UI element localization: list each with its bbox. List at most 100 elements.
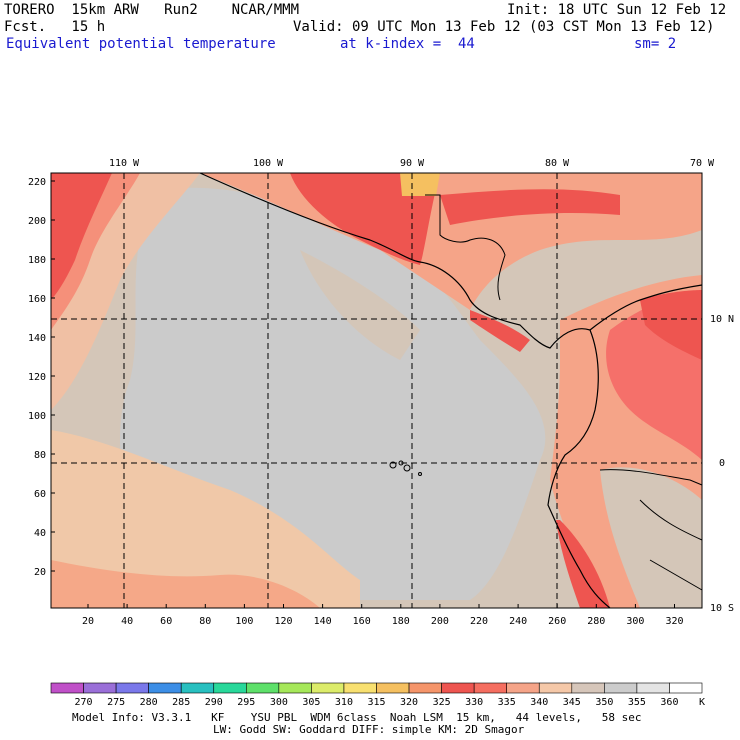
colorbar — [50, 682, 703, 694]
colorbar-label: 270 — [75, 697, 93, 708]
x-tick-label: 20 — [82, 616, 94, 627]
colorbar-swatch — [604, 682, 638, 694]
colorbar-label: 315 — [367, 697, 385, 708]
colorbar-swatch — [246, 682, 280, 694]
y-axis-ticks: 220 200 180 160 140 120 100 80 60 40 20 — [28, 177, 55, 578]
amazon-moderate — [600, 467, 702, 608]
x-tick-label: 220 — [470, 616, 488, 627]
southwest-warm-region — [51, 430, 360, 608]
colorbar-label: 285 — [172, 697, 190, 708]
model-info-line: Model Info: V3.3.1 KF YSU PBL WDM 6class… — [72, 711, 642, 724]
colorbar-label: 340 — [530, 697, 548, 708]
southwest-warmer-region — [51, 560, 320, 608]
y-tick-label: 200 — [28, 216, 46, 227]
colorbar-swatch — [473, 682, 507, 694]
venezuela-core — [640, 290, 702, 360]
x-tick-label: 100 — [235, 616, 253, 627]
y-tick-label: 100 — [28, 411, 46, 422]
northwest-core-region — [51, 173, 112, 300]
latitude-label: 0 — [719, 458, 725, 469]
valid-time: Valid: 09 UTC Mon 13 Feb 12 (03 CST Mon … — [293, 19, 715, 35]
longitude-label: 90 W — [400, 158, 425, 169]
colorbar-label: 275 — [107, 697, 125, 708]
colorbar-label: 325 — [433, 697, 451, 708]
colorbar-label: 300 — [270, 697, 288, 708]
colorbar-labels: 270 275 280 285 290 295 300 305 310 315 320 325 330 3… — [75, 697, 705, 708]
colorbar-label: 345 — [563, 697, 581, 708]
colorbar-swatch — [311, 682, 345, 694]
colorbar-label: 310 — [335, 697, 353, 708]
colorbar-unit: K — [699, 697, 705, 708]
colorbar-swatch — [408, 682, 442, 694]
south-america-west-coast — [547, 329, 611, 609]
colorbar-label: 320 — [400, 697, 418, 708]
colorbar-swatch — [180, 682, 215, 694]
x-tick-label: 160 — [353, 616, 371, 627]
y-tick-label: 220 — [28, 177, 46, 188]
latitude-label: 10 N — [710, 314, 734, 325]
caribbean-hot — [440, 189, 620, 225]
colorbar-swatch — [83, 682, 117, 694]
colorbar-swatch — [376, 682, 410, 694]
x-tick-label: 280 — [587, 616, 605, 627]
init-time: Init: 18 UTC Sun 12 Feb 12 — [507, 2, 727, 18]
model-title: TORERO 15km ARW Run2 NCAR/MMM — [4, 2, 300, 18]
x-tick-label: 40 — [121, 616, 133, 627]
y-tick-label: 40 — [34, 528, 46, 539]
x-tick-label: 320 — [665, 616, 683, 627]
level-info: at k-index = 44 — [340, 36, 475, 52]
longitude-label: 110 W — [109, 158, 140, 169]
map-frame — [50, 172, 703, 609]
colorbar-label: 355 — [628, 697, 646, 708]
colorbar-swatch — [278, 682, 312, 694]
x-tick-label: 180 — [392, 616, 410, 627]
colorbar-swatch — [50, 682, 84, 694]
y-tick-label: 20 — [34, 567, 46, 578]
latitude-label: 10 S — [710, 603, 734, 614]
y-tick-label: 120 — [28, 372, 46, 383]
x-tick-label: 240 — [509, 616, 527, 627]
y-tick-label: 180 — [28, 255, 46, 266]
yucatan-peak — [400, 173, 440, 196]
central-america-coastline — [199, 172, 703, 349]
colorbar-swatch — [441, 682, 475, 694]
forecast-hour: Fcst. 15 h — [4, 19, 106, 35]
colorbar-swatch — [636, 682, 670, 694]
x-tick-label: 140 — [314, 616, 332, 627]
x-tick-label: 80 — [199, 616, 211, 627]
longitude-label: 80 W — [545, 158, 570, 169]
costa-rica-hot — [470, 310, 530, 352]
x-tick-label: 120 — [274, 616, 292, 627]
south-america-borders — [599, 469, 703, 591]
colorbar-label: 330 — [465, 697, 483, 708]
smoothing-info: sm= 2 — [634, 36, 677, 52]
x-axis-ticks: 20 40 60 80 100 120 140 160 180 200 220 240 260 280 30… — [82, 604, 684, 627]
field-name: Equivalent potential temperature — [6, 36, 276, 52]
border-lines — [425, 194, 506, 301]
colorbar-swatch — [506, 682, 540, 694]
y-tick-label: 160 — [28, 294, 46, 305]
x-tick-label: 60 — [160, 616, 172, 627]
peru-coast-hot — [556, 520, 610, 608]
longitude-label: 70 W — [690, 158, 715, 169]
colorbar-label: 295 — [237, 697, 255, 708]
colorbar-swatch — [538, 682, 573, 694]
x-tick-label: 200 — [431, 616, 449, 627]
colorbar-swatch — [213, 682, 247, 694]
colorbar-swatch — [115, 682, 149, 694]
map-panel — [50, 172, 703, 609]
colorbar-label: 360 — [660, 697, 678, 708]
graticule — [51, 173, 702, 608]
colorbar-label: 350 — [595, 697, 613, 708]
longitude-labels: 110 W 100 W 90 W 80 W 70 W — [109, 158, 715, 169]
latitude-labels: 10 N 0 10 S — [710, 314, 734, 614]
y-tick-label: 80 — [34, 450, 46, 461]
longitude-label: 100 W — [253, 158, 284, 169]
colorbar-swatch — [571, 682, 605, 694]
colorbar-swatch — [343, 682, 377, 694]
colorbar-swatch — [669, 682, 703, 694]
colorbar-swatch — [148, 682, 182, 694]
y-tick-label: 60 — [34, 489, 46, 500]
y-tick-label: 140 — [28, 333, 46, 344]
